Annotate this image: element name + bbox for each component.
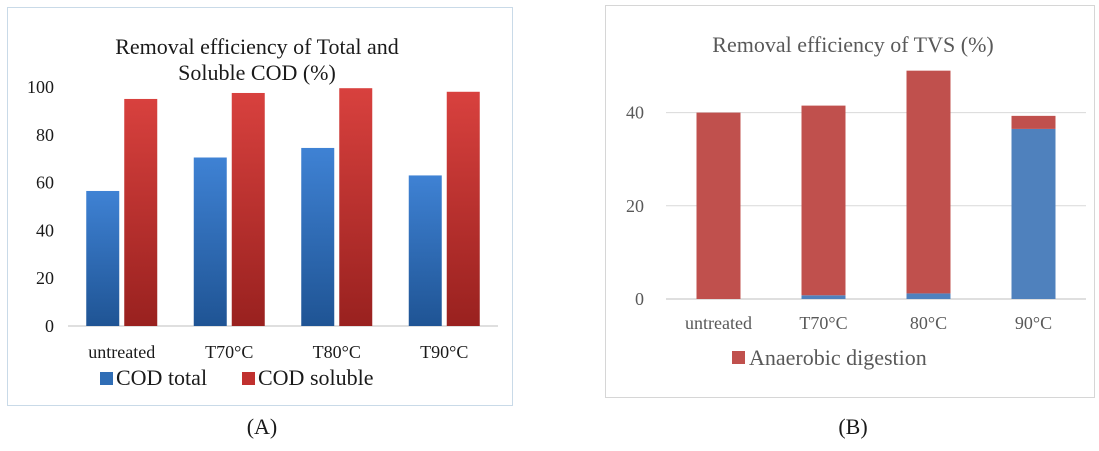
chart-a-title-line-2: Soluble COD (%) <box>178 60 336 85</box>
chart-a-ytick-label: 0 <box>45 316 54 336</box>
chart-b-bar-series-1 <box>801 295 846 299</box>
chart-a-legend-swatch <box>100 372 113 385</box>
caption-b: (B) <box>838 414 868 439</box>
chart-a-ytick-label: 100 <box>27 77 54 97</box>
chart-a-ytick-label: 40 <box>36 220 54 240</box>
caption-a: (A) <box>246 414 278 439</box>
chart-a-title-line-1: Removal efficiency of Total and <box>115 34 399 59</box>
chart-b-plot: 0 20 40 untreated T70°C 80°C 90°C Anaerobic dig… <box>626 70 1086 370</box>
chart-b-bar-anaerobic-digestion <box>801 105 846 296</box>
chart-b-legend-label: Anaerobic digestion <box>749 345 927 370</box>
chart-a-bar-cod-total <box>193 157 227 326</box>
chart-a-xtick-label: T90°C <box>420 342 468 362</box>
chart-a-bar-cod-total <box>408 175 442 326</box>
chart-a-bar-cod-soluble <box>231 92 265 326</box>
chart-a-bar-cod-total <box>301 147 335 326</box>
chart-b: Removal efficiency of TVS (%) 0 20 40 untre… <box>626 32 1086 370</box>
chart-a-bar-cod-soluble <box>124 98 158 326</box>
chart-b-bar-anaerobic-digestion <box>1011 115 1056 129</box>
chart-a-xtick-label: T80°C <box>313 342 361 362</box>
chart-b-xtick-label: untreated <box>685 313 752 333</box>
chart-b-bar-series-1 <box>1011 128 1056 299</box>
chart-a-plot: 0 20 40 60 80 100 untreated T70°C T80°C T90°C COD … <box>27 77 498 390</box>
chart-a: Removal efficiency of Total and Soluble … <box>27 34 498 390</box>
chart-b-bar-anaerobic-digestion <box>696 112 741 299</box>
chart-a-legend-label: COD soluble <box>258 365 374 390</box>
chart-b-xtick-label: 80°C <box>910 313 947 333</box>
chart-b-panel: Removal efficiency of TVS (%) 0 20 40 untre… <box>605 5 1095 398</box>
chart-b-bar-series-1 <box>906 293 951 299</box>
chart-b-ytick-label: 0 <box>635 289 644 309</box>
chart-a-legend-label: COD total <box>116 365 207 390</box>
chart-b-ytick-label: 40 <box>626 103 644 123</box>
chart-b-ytick-label: 20 <box>626 196 644 216</box>
chart-a-bar-cod-soluble <box>446 91 480 326</box>
chart-a-panel: Removal efficiency of Total and Soluble … <box>7 7 513 406</box>
chart-a-legend-swatch <box>242 372 255 385</box>
chart-b-xtick-label: 90°C <box>1015 313 1052 333</box>
chart-a-ytick-label: 60 <box>36 173 54 193</box>
chart-a-xtick-label: untreated <box>88 342 155 362</box>
chart-a-bar-cod-total <box>86 190 120 326</box>
chart-a-xtick-label: T70°C <box>205 342 253 362</box>
chart-a-bar-cod-soluble <box>339 88 373 326</box>
chart-a-ytick-label: 80 <box>36 125 54 145</box>
chart-a-ytick-label: 20 <box>36 268 54 288</box>
chart-b-bar-anaerobic-digestion <box>906 70 951 294</box>
chart-b-xtick-label: T70°C <box>799 313 847 333</box>
chart-b-legend-swatch <box>732 351 745 364</box>
chart-b-title: Removal efficiency of TVS (%) <box>712 32 993 57</box>
